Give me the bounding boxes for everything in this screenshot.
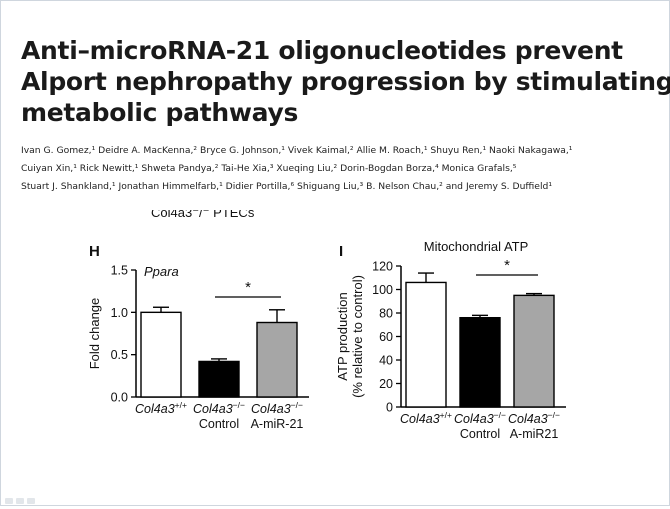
bar [405,281,447,408]
y-tick-label: 60 [379,330,393,344]
x-tick-sublabel: A-miR21 [510,427,559,441]
menu-icon[interactable] [16,498,24,504]
panel-label: I [339,243,343,260]
cropped-panel-caption: Col4a3⁻/⁻ PTECs [151,210,271,220]
title-line: Anti–microRNA-21 oligonucleotides preven… [21,36,623,65]
x-tick-sublabel: Control [199,417,239,431]
significance-marker: * [504,257,510,274]
y-tick-label: 20 [379,377,393,391]
y-tick-label: 0.0 [111,391,128,405]
chart-panel-h: H Ppara 0.0 0.5 1.0 1.5 Fold change Col4a3+/+ Co… [87,243,309,431]
significance-marker: * [245,279,251,296]
author-line: Cuiyan Xin,¹ Rick Newitt,¹ Shweta Pandya… [21,163,517,174]
title-line: metabolic pathways [21,98,299,127]
y-tick-label: 40 [379,354,393,368]
author-line: Ivan G. Gomez,¹ Deidre A. MacKenna,² Bry… [21,145,573,156]
panel-label: H [89,243,100,260]
bar [256,321,298,398]
y-axis-label: (% relative to control) [350,275,365,398]
bar [140,311,182,398]
y-tick-label: 80 [379,307,393,321]
x-tick-label: Col4a3+/+ [135,400,187,416]
x-tick-label: Col4a3−/− [251,400,303,416]
bar [459,316,501,408]
y-tick-label: 0.5 [111,348,128,362]
chart-title: Mitochondrial ATP [424,239,529,254]
bar [198,360,240,398]
paper-title: Anti–microRNA-21 oligonucleotides preven… [21,35,670,128]
y-tick-label: 120 [372,260,393,274]
slide-controls[interactable] [5,491,65,504]
chart-panel-i: I Mitochondrial ATP 0 20 40 60 80 100 120 ATP pro… [335,239,566,441]
cropped-panel-caption-text: Col4a3⁻/⁻ PTECs [151,210,255,220]
next-slide-icon[interactable] [27,498,35,504]
y-tick-label: 1.5 [111,264,128,278]
x-tick-sublabel: Control [460,427,500,441]
author-line: Stuart J. Shankland,¹ Jonathan Himmelfar… [21,181,553,192]
y-tick-label: 100 [372,283,393,297]
title-line: Alport nephropathy progression by stimul… [21,67,670,96]
x-tick-label: Col4a3−/− [454,410,506,426]
y-tick-label: 1.0 [111,306,128,320]
x-tick-sublabel: A-miR-21 [251,417,304,431]
y-tick-label: 0 [386,401,393,415]
y-axis-label: ATP production [335,292,350,380]
prev-slide-icon[interactable] [5,498,13,504]
y-axis-label: Fold change [87,298,102,370]
x-tick-label: Col4a3−/− [193,400,245,416]
x-tick-label: Col4a3+/+ [400,410,452,426]
chart-title: Ppara [144,264,179,279]
x-tick-label: Col4a3−/− [508,410,560,426]
bar [513,294,555,408]
author-list: Ivan G. Gomez,¹ Deidre A. MacKenna,² Bry… [21,142,661,196]
